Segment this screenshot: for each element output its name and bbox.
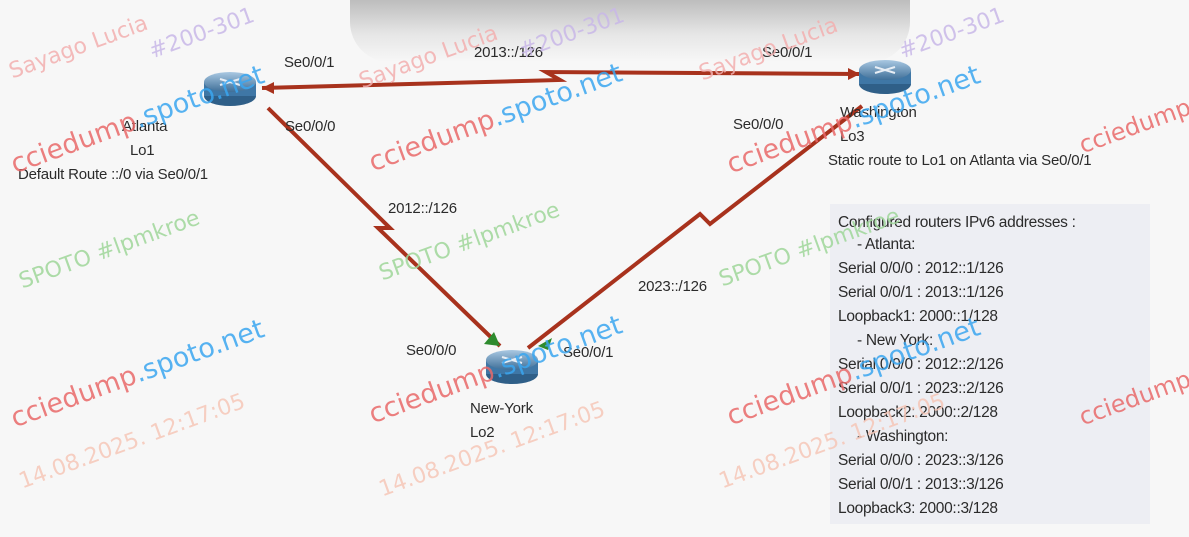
atlanta-route-note: Default Route ::/0 via Se0/0/1 [18,166,208,183]
washington-route-note: Static route to Lo1 on Atlanta via Se0/0… [828,152,1092,169]
link-newyork-washington [526,104,864,350]
atlanta-router-name: Atlanta [122,118,168,135]
atlanta-interface-se001: Se0/0/1 [284,54,335,71]
washington-interface-se001: Se0/0/1 [762,44,813,61]
link-endpoint-marker [262,82,274,94]
link-atlanta-newyork [266,106,502,348]
atlanta-interface-se000: Se0/0/0 [285,118,336,135]
ipv6-atlanta-header: - Atlanta: [857,236,916,253]
newyork-interface-se000: Se0/0/0 [406,342,457,359]
newyork-interface-se001: Se0/0/1 [563,344,614,361]
ipv6-newyork-line: Loopback2: 2000::2/128 [838,404,998,421]
link-endpoint-marker [538,338,552,350]
link-label-atl-was: 2013::/126 [474,44,543,61]
router-icon-washington[interactable] [859,60,911,94]
ipv6-newyork-header: - New York: [857,332,933,349]
link-atlanta-washington [261,69,861,90]
link-label-atl-ny: 2012::/126 [388,200,457,217]
ipv6-atlanta-line: Serial 0/0/0 : 2012::1/126 [838,260,1004,277]
ipv6-washington-header: - Washington: [857,428,949,445]
washington-loopback: Lo3 [840,128,865,145]
link-label-ny-was: 2023::/126 [638,278,707,295]
newyork-router-name: New-York [470,400,533,417]
ipv6-washington-line: Serial 0/0/1 : 2013::3/126 [838,476,1004,493]
ipv6-newyork-line: Serial 0/0/1 : 2023::2/126 [838,380,1004,397]
ipv6-address-panel [830,204,1150,524]
link-endpoint-marker [848,68,860,80]
newyork-loopback: Lo2 [470,424,495,441]
router-icon-newyork[interactable] [486,350,538,384]
washington-interface-se000: Se0/0/0 [733,116,784,133]
top-shadow [350,0,910,62]
ipv6-atlanta-line: Serial 0/0/1 : 2013::1/126 [838,284,1004,301]
ipv6-panel-title: Configured routers IPv6 addresses : [838,214,1076,231]
atlanta-loopback: Lo1 [130,142,155,159]
link-endpoint-marker [484,332,500,346]
ipv6-washington-line: Serial 0/0/0 : 2023::3/126 [838,452,1004,469]
ipv6-washington-line: Loopback3: 2000::3/128 [838,500,998,517]
washington-router-name: Washington [840,104,917,121]
ipv6-atlanta-line: Loopback1: 2000::1/128 [838,308,998,325]
router-icon-atlanta[interactable] [204,72,256,106]
ipv6-newyork-line: Serial 0/0/0 : 2012::2/126 [838,356,1004,373]
